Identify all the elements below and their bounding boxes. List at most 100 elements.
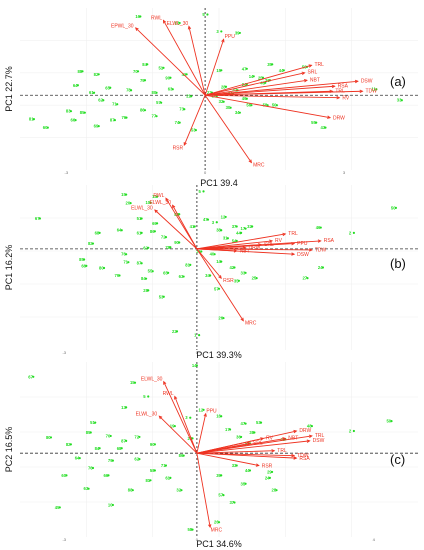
point-label: 13 — [175, 20, 180, 25]
data-point — [91, 242, 95, 245]
point-label: 5 — [143, 394, 146, 399]
data-point — [233, 266, 236, 269]
arrow-head — [308, 248, 313, 252]
data-point — [81, 70, 84, 73]
vector-label: ELWL_30 — [136, 412, 158, 418]
point-label: 57 — [156, 100, 161, 105]
data-point — [202, 408, 205, 411]
data-point — [191, 437, 194, 440]
data-point — [271, 63, 274, 66]
loading-arrow — [196, 247, 246, 250]
point-label: 86 — [179, 453, 184, 458]
vector-label: TRL — [288, 231, 298, 237]
vector-label: TDW — [297, 453, 309, 459]
point-label: 14 — [216, 259, 221, 264]
vector-label: MRC — [211, 528, 223, 534]
data-point — [215, 221, 218, 224]
point-label: 73 — [179, 107, 184, 112]
vector-label: DRW — [249, 245, 261, 251]
point-label: 57 — [218, 493, 223, 498]
point-label: 16 — [135, 14, 140, 19]
loading-arrow — [196, 452, 297, 459]
data-point — [111, 503, 114, 507]
point-label: 21 — [186, 94, 191, 99]
point-label: 60 — [43, 125, 48, 130]
data-point — [352, 231, 355, 235]
vector-label: RSA — [324, 238, 335, 244]
point-label: 39 — [216, 473, 221, 478]
data-point — [235, 464, 238, 467]
point-label: 28 — [221, 84, 226, 89]
point-label: 53 — [256, 420, 261, 425]
data-point — [98, 447, 101, 450]
point-label: 47 — [242, 66, 247, 71]
arrow-head — [242, 246, 247, 250]
loading-arrow — [205, 79, 307, 96]
data-point — [120, 447, 123, 450]
point-label: 85 — [86, 430, 91, 435]
data-point — [129, 89, 133, 92]
data-point — [180, 489, 183, 492]
arrow-head — [291, 453, 296, 458]
data-point — [394, 206, 397, 209]
point-label: 90 — [150, 442, 155, 447]
point-label: 68 — [95, 230, 100, 235]
vector-label: PPU — [297, 241, 308, 247]
loading-arrow — [135, 27, 206, 96]
loading-arrow — [196, 244, 262, 250]
data-point — [162, 66, 165, 69]
arrow-head — [282, 437, 287, 441]
data-point — [255, 277, 258, 280]
point-label: 81 — [145, 478, 150, 483]
vector-label: TRL — [314, 62, 324, 68]
vector-label: TDW — [315, 247, 327, 253]
point-label: 76 — [121, 115, 126, 120]
vector-label: DSW — [361, 79, 373, 85]
data-point — [220, 474, 223, 477]
data-point — [222, 493, 225, 497]
data-point — [149, 479, 152, 482]
data-point — [390, 420, 393, 423]
point-label: 80 — [46, 435, 51, 440]
arrow-head — [336, 95, 341, 100]
grid — [20, 8, 418, 170]
loading-arrow — [205, 94, 340, 99]
point-label: 29 — [267, 469, 272, 474]
data-point — [200, 250, 203, 253]
data-point — [85, 264, 88, 268]
data-point — [270, 470, 274, 474]
point-label: 68 — [117, 446, 122, 451]
data-point — [238, 31, 241, 35]
data-point — [167, 271, 170, 274]
x-axis-label: PC1 34.6% — [196, 539, 242, 549]
data-point — [89, 431, 92, 434]
data-point — [244, 227, 247, 230]
data-point — [65, 474, 68, 477]
point-label: 64 — [75, 456, 80, 461]
point-label: 3 — [185, 415, 188, 420]
data-point — [275, 489, 278, 492]
data-point — [253, 431, 256, 434]
vector-label: RSR — [223, 278, 234, 284]
point-label: 17 — [241, 226, 246, 231]
vector-label: ELWL_30 — [141, 376, 163, 382]
vector-label: RWL — [151, 15, 162, 21]
data-point — [138, 435, 141, 439]
data-point — [102, 99, 105, 102]
data-point — [240, 435, 243, 439]
point-label: 36 — [265, 78, 270, 83]
point-label: 90 — [165, 75, 170, 80]
loading-arrow — [205, 90, 333, 96]
vector-label: RWL — [163, 391, 174, 397]
data-point — [202, 190, 205, 193]
data-point — [153, 469, 156, 472]
data-point — [140, 231, 143, 235]
point-label: 35 — [241, 481, 246, 486]
data-point — [220, 69, 223, 72]
point-label: 70 — [106, 433, 111, 438]
point-label: 33 — [241, 270, 246, 275]
vector-label: ELWL_30 — [150, 200, 172, 206]
data-point — [178, 121, 181, 124]
data-point — [143, 79, 147, 82]
point-label: 74 — [175, 120, 180, 125]
